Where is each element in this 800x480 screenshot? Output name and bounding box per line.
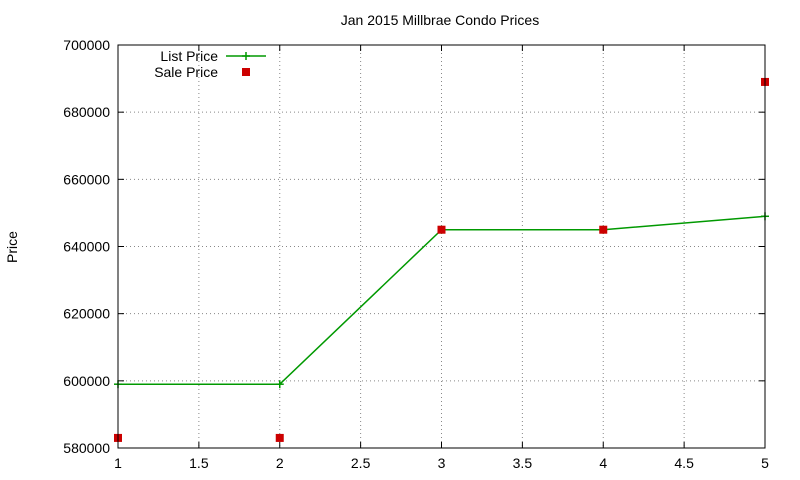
y-tick-label: 620000 [63,306,110,322]
y-tick-label: 580000 [63,440,110,456]
y-tick-label: 700000 [63,37,110,53]
sale-price-point [275,433,284,442]
legend-marker-list-price [242,52,250,60]
x-tick-label: 3.5 [513,455,533,471]
legend-marker-sale-price [242,68,250,76]
sale-price-point [437,225,446,234]
y-axis-label: Price [4,231,20,263]
y-tick-label: 600000 [63,373,110,389]
grid [118,45,765,448]
chart-title: Jan 2015 Millbrae Condo Prices [341,12,539,28]
y-tick-label: 640000 [63,239,110,255]
x-tick-label: 3 [438,455,446,471]
y-tick-label: 660000 [63,171,110,187]
plot-border [117,44,766,449]
legend-label-list-price: List Price [160,48,218,64]
series-layer [114,77,769,442]
x-tick-label: 4.5 [674,455,694,471]
x-tick-label: 4 [599,455,607,471]
x-tick-label: 1 [114,455,122,471]
x-tick-label: 2.5 [351,455,371,471]
list-price-point [275,380,284,389]
y-tick-label: 680000 [63,104,110,120]
x-tick-label: 2 [276,455,284,471]
sale-price-point [599,225,608,234]
legend-label-sale-price: Sale Price [154,64,218,80]
x-tick-label: 1.5 [189,455,209,471]
x-tick-label: 5 [761,455,769,471]
